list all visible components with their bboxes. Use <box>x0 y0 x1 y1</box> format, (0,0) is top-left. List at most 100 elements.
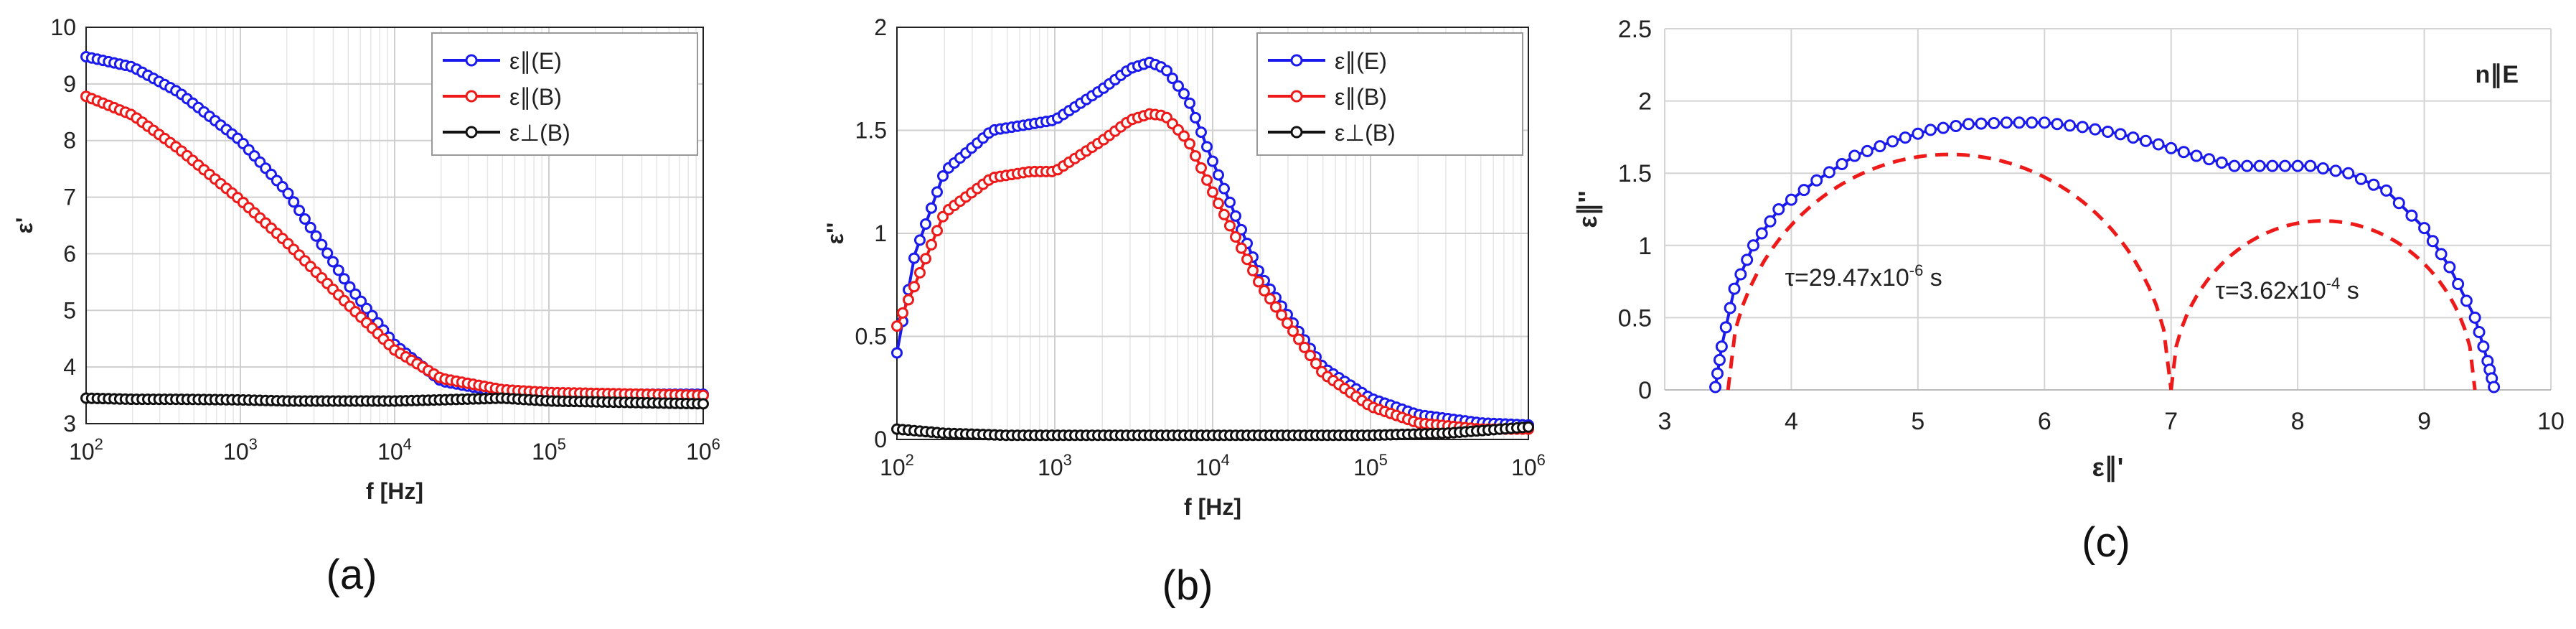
data-point <box>2203 153 2216 166</box>
legend-marker <box>465 90 478 103</box>
data-point <box>1224 196 1236 208</box>
data-point <box>1201 141 1213 153</box>
data-point <box>2114 128 2127 141</box>
data-point <box>2253 159 2266 172</box>
data-point <box>1719 321 1732 334</box>
data-point <box>1184 138 1195 150</box>
data-point <box>931 186 943 198</box>
fit-arc <box>1726 152 2173 391</box>
data-point <box>2165 141 2178 154</box>
data-point <box>1287 325 1299 337</box>
data-point <box>914 266 926 279</box>
data-point <box>1218 208 1230 220</box>
x-tick-label: 105 <box>1353 451 1388 480</box>
data-point <box>2426 235 2439 248</box>
data-point <box>908 281 920 293</box>
data-point <box>2228 159 2241 172</box>
data-point <box>1167 73 1178 85</box>
panel-a-chart: 3 4 5 6 7 8 9 10 102 103 104 105 106 f [Hz] ε' ε∥(E) ε∥(… <box>11 14 720 598</box>
data-point <box>1715 340 1728 353</box>
y-tick-label: 0.5 <box>855 324 887 350</box>
data-point <box>2354 172 2367 185</box>
data-point <box>360 302 372 314</box>
y-tick-label: 10 <box>50 14 76 40</box>
legend-marker <box>465 126 478 139</box>
panel-label: (c) <box>2082 519 2130 566</box>
x-axis-label: ε∥' <box>2092 452 2124 483</box>
tau-label: τ=3.62x10-4 s <box>2215 274 2359 304</box>
panel-label: (a) <box>326 551 377 598</box>
data-point <box>1797 184 1810 197</box>
data-point <box>1190 111 1201 124</box>
data-point <box>1772 203 1785 215</box>
data-point <box>1848 149 1861 162</box>
y-tick-label: 1.5 <box>855 118 887 144</box>
data-point <box>1975 117 1988 130</box>
data-point <box>1178 130 1190 142</box>
data-point <box>2064 119 2077 132</box>
legend-label: ε∥(E) <box>1335 48 1387 74</box>
x-tick-label: 3 <box>1658 408 1672 435</box>
data-point <box>1835 157 1848 170</box>
y-tick-label: 2 <box>1638 88 1652 116</box>
panel-b-chart: 0 0.5 1 1.5 2 102 103 104 105 106 f [Hz] ε'' ε∥(E) ε∥… <box>822 14 1546 609</box>
data-point <box>299 213 311 225</box>
x-axis-label: f [Hz] <box>366 478 423 504</box>
data-point <box>1236 223 1247 236</box>
data-point <box>1305 350 1316 362</box>
legend-label: ε⊥(B) <box>1335 120 1396 146</box>
x-tick-label: 6 <box>2038 408 2051 435</box>
data-point <box>1861 144 1874 157</box>
data-point <box>1711 367 1724 380</box>
data-point <box>1741 253 1754 266</box>
data-point <box>1728 282 1741 295</box>
panel-label: (b) <box>1162 562 1213 609</box>
y-tick-label: 5 <box>63 297 76 323</box>
data-point <box>2177 146 2190 159</box>
data-point <box>1899 131 1912 144</box>
data-point <box>1924 124 1937 136</box>
data-point <box>1747 239 1759 252</box>
legend-marker <box>1290 54 1303 67</box>
data-point <box>2316 162 2329 174</box>
x-tick-label: 4 <box>1785 408 1798 435</box>
x-tick-label: 7 <box>2164 408 2178 435</box>
data-point <box>2089 123 2102 136</box>
x-tick-label: 103 <box>223 435 258 465</box>
data-point <box>2000 116 2013 129</box>
y-tick-label: 8 <box>63 128 76 154</box>
data-point <box>1709 381 1722 393</box>
data-point <box>2342 167 2355 180</box>
y-tick-label: 2.5 <box>1618 16 1652 43</box>
legend-label: ε∥(B) <box>1335 84 1387 110</box>
data-point <box>282 187 294 200</box>
data-point <box>2304 159 2317 172</box>
data-point <box>2329 164 2342 177</box>
data-point <box>304 221 316 233</box>
data-point <box>1259 284 1270 297</box>
data-point <box>2152 138 2165 151</box>
data-point <box>338 273 350 285</box>
y-tick-label: 0 <box>874 427 887 452</box>
data-point <box>1253 276 1264 288</box>
data-point <box>937 210 949 223</box>
data-point <box>288 196 300 208</box>
data-point <box>344 281 356 293</box>
data-point <box>2279 159 2291 172</box>
data-point <box>1207 186 1218 198</box>
data-point <box>920 218 931 230</box>
data-point <box>316 238 328 251</box>
data-point <box>1201 174 1213 186</box>
data-point <box>891 320 903 332</box>
data-point <box>903 294 914 306</box>
data-point <box>1241 253 1253 266</box>
data-point <box>1310 358 1322 370</box>
data-point <box>2076 121 2089 134</box>
legend-marker <box>1290 126 1303 139</box>
tau-label: τ=29.47x10-6 s <box>1785 261 1942 292</box>
data-point <box>1764 215 1777 228</box>
x-tick-label: 5 <box>1911 408 1924 435</box>
data-point <box>1785 193 1797 206</box>
data-point <box>1195 162 1207 174</box>
x-tick-label: 102 <box>69 435 103 465</box>
